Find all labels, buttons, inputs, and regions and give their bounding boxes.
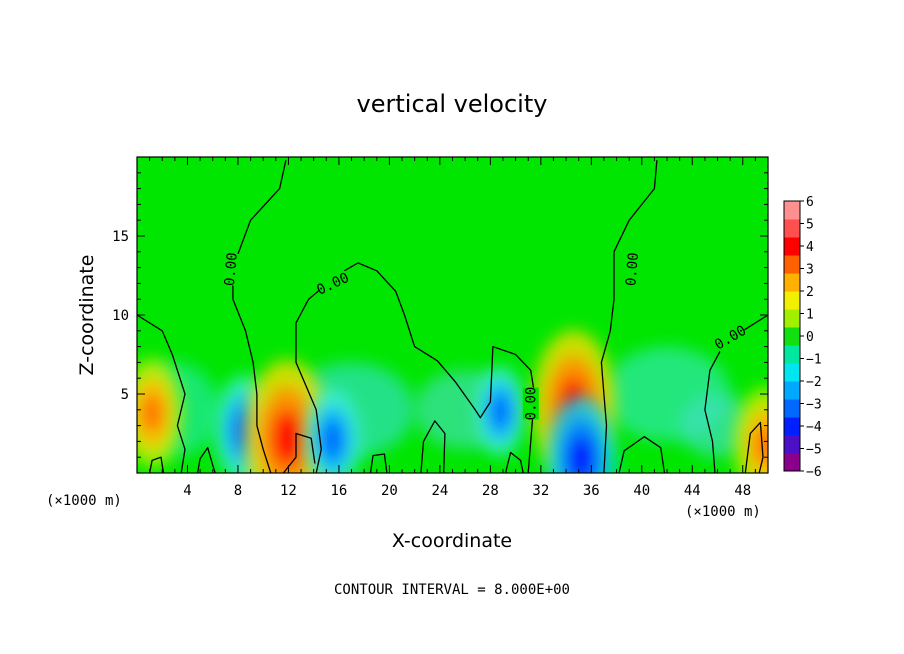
contour-label-bg: [522, 387, 539, 420]
field-feature: [137, 358, 183, 468]
contour-line: [232, 160, 287, 474]
x-tick-label: 4: [183, 483, 191, 499]
contour-label: 0.00: [222, 252, 241, 287]
contour-line: [600, 160, 658, 474]
colorbar-label: −4: [806, 420, 822, 435]
colorbar-label: 6: [806, 195, 814, 210]
contour-label-bg: [712, 322, 748, 353]
colorbar-swatch: [784, 327, 800, 346]
contour-line: [357, 262, 536, 474]
colorbar-label: −2: [806, 375, 822, 390]
x-unit-left: (×1000 m): [46, 493, 122, 509]
contour-label: 0.00: [623, 252, 642, 287]
y-axis: 5 10 15: [112, 172, 768, 458]
contour-line: [196, 447, 216, 474]
contour-line: [136, 314, 186, 474]
colorbar-label: 5: [806, 218, 814, 233]
field-feature: [475, 366, 526, 457]
y-axis-label: Z-coordinate: [76, 255, 98, 376]
x-tick-label: 32: [532, 483, 549, 499]
x-axis: 4 8 12 16 20 24 28 32 36 40 44 48: [149, 157, 756, 499]
colorbar-swatch: [784, 255, 800, 274]
contour-line: [504, 451, 524, 474]
x-tick-label: 40: [633, 483, 650, 499]
contour-line: [148, 456, 165, 474]
field-feature: [546, 395, 616, 473]
x-tick-label: 48: [734, 483, 751, 499]
contour-line: [282, 432, 316, 474]
colorbar-swatch: [784, 345, 800, 364]
chart-title: vertical velocity: [357, 90, 548, 118]
y-tick-label: 15: [112, 229, 129, 245]
colorbar-swatch: [784, 237, 800, 256]
x-tick-label: 16: [330, 483, 347, 499]
contour-line: [420, 420, 446, 474]
contour-interval-note: CONTOUR INTERVAL = 8.000E+00: [334, 582, 570, 598]
x-tick-label: 36: [583, 483, 600, 499]
colorbar-swatch: [784, 417, 800, 436]
colorbar-swatch: [784, 381, 800, 400]
x-tick-label: 44: [684, 483, 701, 499]
colorbar-label: −1: [806, 353, 822, 368]
colorbar-label: −3: [806, 398, 822, 413]
zero-contours: 0.00 0.00 0.000.000.00: [136, 160, 769, 474]
contour-label-bg: [221, 252, 240, 286]
y-tick-label: 5: [121, 387, 129, 403]
colorbar-swatch: [784, 201, 800, 220]
colorbar-swatch: [784, 291, 800, 310]
contour-label: 0.00: [524, 387, 540, 421]
x-tick-label: 8: [234, 483, 242, 499]
colorbar-swatch: [784, 399, 800, 418]
field-feature: [304, 388, 361, 473]
x-tick-label: 12: [280, 483, 297, 499]
field-feature: [734, 387, 768, 473]
colorbar-label: 2: [806, 285, 814, 300]
colorbar-swatch: [784, 363, 800, 382]
colorbar-label: 0: [806, 330, 814, 345]
contour-line: [744, 421, 764, 474]
velocity-field: [137, 157, 768, 473]
colorbar-label: −5: [806, 443, 822, 458]
colorbar-label: 4: [806, 240, 814, 255]
x-unit-right: (×1000 m): [685, 504, 761, 520]
colorbar-label: −6: [806, 465, 822, 480]
colorbar-swatch: [784, 219, 800, 238]
x-tick-label: 20: [381, 483, 398, 499]
contour-line: [369, 453, 388, 474]
y-tick-label: 10: [112, 308, 129, 324]
colorbar-label: 3: [806, 263, 814, 278]
contour-line: [618, 436, 666, 474]
x-tick-label: 28: [482, 483, 499, 499]
colorbar-swatch: [784, 453, 800, 472]
x-axis-label: X-coordinate: [392, 530, 512, 552]
colorbar-label: 1: [806, 308, 814, 323]
colorbar-swatch: [784, 309, 800, 328]
x-tick-label: 24: [431, 483, 448, 499]
colorbar-swatch: [784, 273, 800, 292]
contour-label-bg: [622, 252, 642, 286]
colorbar-swatch: [784, 435, 800, 454]
colorbar: 6 5 4 3 2 1 0 −1 −2 −3 −4 −5 −6: [783, 195, 822, 480]
contour-label-bg: [314, 269, 351, 298]
